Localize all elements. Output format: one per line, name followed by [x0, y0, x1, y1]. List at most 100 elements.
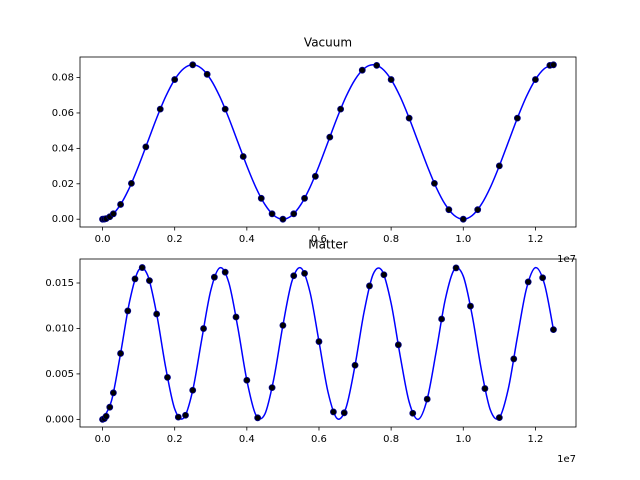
axes-title: Matter [308, 238, 348, 252]
y-tick-label: 0.005 [45, 369, 74, 380]
data-point [174, 413, 182, 421]
y-tick-label: 0.010 [45, 323, 74, 334]
data-point [409, 409, 417, 417]
data-point [387, 76, 395, 83]
axes-title: Vacuum [304, 36, 352, 50]
data-point [153, 310, 161, 318]
data-point [452, 264, 460, 272]
y-tick-label: 0.08 [52, 73, 74, 84]
x-tick-label: 0.8 [383, 434, 399, 445]
axes-frame [79, 258, 577, 428]
data-point [495, 414, 503, 422]
data-point [510, 355, 518, 363]
data-point [550, 61, 557, 69]
data-point [279, 215, 287, 223]
y-tick-label: 0.02 [52, 179, 74, 190]
data-point [124, 307, 132, 315]
x-tick-label: 0.0 [95, 234, 111, 245]
data-point [257, 194, 265, 202]
data-point [109, 389, 117, 397]
data-point [268, 210, 276, 218]
x-tick-label: 0.6 [311, 234, 327, 245]
data-point [380, 271, 388, 279]
data-point [142, 143, 150, 151]
y-tick-label: 0.04 [52, 143, 74, 154]
data-point [203, 70, 211, 78]
data-point [539, 274, 547, 282]
data-point [131, 275, 139, 283]
data-point [290, 210, 298, 218]
data-point [109, 210, 117, 218]
data-line [102, 64, 554, 220]
data-point [373, 61, 381, 69]
y-tick-label: 0.00 [52, 214, 74, 225]
y-tick-label: 0.015 [45, 278, 74, 289]
x-tick-label: 1.0 [455, 234, 471, 245]
data-point [481, 385, 489, 392]
x-tick-label: 0.6 [311, 434, 327, 445]
data-point [301, 269, 308, 277]
data-point [467, 302, 474, 310]
data-point [532, 76, 539, 83]
data-point [106, 403, 114, 411]
x-tick-label: 1.2 [527, 234, 543, 245]
data-point [290, 272, 298, 280]
data-point [221, 105, 229, 113]
data-point [474, 206, 482, 214]
data-point [146, 277, 153, 285]
data-point [394, 341, 402, 349]
data-point [102, 412, 110, 420]
data-point [128, 179, 135, 187]
axes-frame [79, 56, 577, 228]
data-point [279, 321, 287, 329]
data-point [315, 338, 323, 345]
data-point [189, 61, 197, 69]
x-tick-label: 1.2 [527, 434, 543, 445]
x-tick-label: 0.8 [383, 234, 399, 245]
data-point [330, 408, 337, 416]
data-point [117, 201, 124, 208]
data-point [550, 326, 557, 334]
data-point [513, 114, 521, 122]
data-point [358, 66, 366, 74]
y-tick-label: 0.06 [52, 108, 74, 119]
data-point [366, 282, 373, 290]
x-tick-label: 0.2 [167, 234, 183, 245]
data-point [138, 264, 146, 271]
data-point [232, 313, 240, 321]
data-point [182, 411, 189, 419]
x-tick-label: 0.2 [167, 434, 183, 445]
x-tick-label: 0.4 [239, 234, 255, 245]
data-point [351, 361, 359, 369]
data-point [405, 114, 413, 122]
data-point [301, 194, 308, 202]
data-point [239, 153, 247, 160]
data-point [326, 133, 334, 141]
data-point [221, 268, 229, 276]
data-point [311, 172, 319, 180]
data-point [200, 325, 207, 332]
data-point [156, 105, 164, 113]
data-point [254, 414, 262, 422]
offset-text: 1e7 [557, 454, 576, 465]
data-point [438, 315, 446, 323]
data-point [495, 162, 503, 170]
data-point [117, 350, 124, 357]
data-point [164, 373, 171, 381]
data-point [340, 409, 348, 417]
data-line [101, 266, 555, 421]
x-tick-label: 0.0 [95, 434, 111, 445]
data-point [423, 395, 431, 403]
data-point [524, 278, 532, 286]
x-tick-label: 1.0 [455, 434, 471, 445]
data-point [243, 376, 251, 384]
y-tick-label: 0.000 [45, 414, 74, 425]
data-point [431, 179, 438, 187]
data-point [459, 215, 467, 223]
x-tick-label: 0.4 [239, 434, 255, 445]
data-point [210, 273, 218, 281]
data-point [171, 76, 179, 83]
data-point [337, 105, 345, 113]
data-point [189, 386, 197, 394]
